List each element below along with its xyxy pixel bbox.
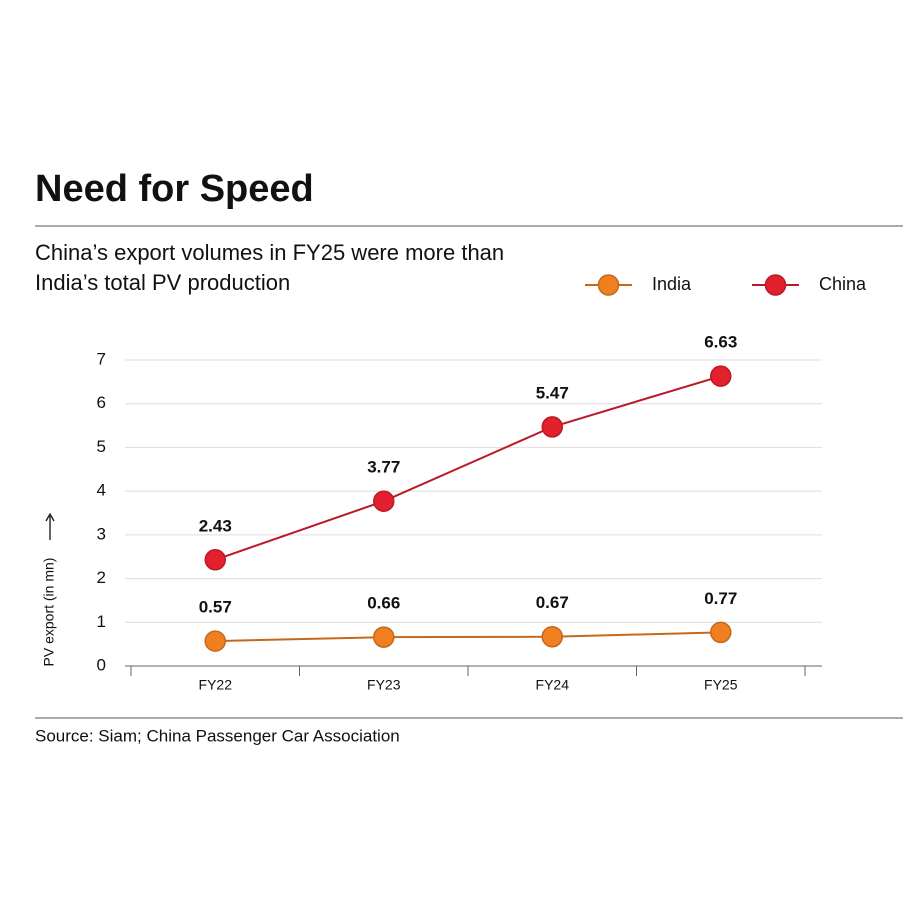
data-point bbox=[541, 416, 563, 438]
legend-label: China bbox=[819, 274, 867, 294]
data-point bbox=[373, 626, 395, 648]
source: Source: Siam; China Passenger Car Associ… bbox=[35, 726, 400, 745]
data-point bbox=[710, 621, 732, 644]
series-line bbox=[214, 375, 722, 561]
y-tick-label: 7 bbox=[97, 349, 106, 368]
data-point bbox=[204, 630, 226, 652]
chart-title: Need for Speed bbox=[35, 168, 314, 210]
data-point bbox=[541, 625, 563, 648]
y-tick-label: 1 bbox=[97, 612, 106, 631]
x-tick-label: FY22 bbox=[199, 677, 233, 693]
legend-label: India bbox=[652, 274, 692, 294]
x-tick-label: FY24 bbox=[536, 677, 570, 693]
data-label: 0.67 bbox=[536, 593, 569, 612]
y-tick-label: 2 bbox=[97, 568, 106, 587]
data-point bbox=[710, 365, 732, 387]
y-axis-arrow bbox=[45, 512, 55, 540]
data-label: 0.57 bbox=[199, 598, 232, 617]
series-line bbox=[215, 631, 721, 643]
y-axis-label: PV export (in mn) bbox=[41, 558, 57, 667]
data-point bbox=[373, 490, 395, 512]
data-point bbox=[204, 549, 226, 571]
data-label: 6.63 bbox=[704, 333, 737, 352]
data-label: 0.77 bbox=[704, 589, 737, 608]
chart-subtitle: China’s export volumes in FY25 were more… bbox=[35, 240, 505, 295]
y-tick-label: 0 bbox=[97, 655, 106, 674]
y-tick-label: 4 bbox=[97, 481, 106, 500]
data-label: 5.47 bbox=[536, 383, 569, 402]
subtitle-box: China’s export volumes in FY25 were more… bbox=[35, 240, 505, 295]
legend-marker bbox=[764, 274, 787, 296]
x-tick-label: FY23 bbox=[367, 677, 401, 693]
y-tick-label: 6 bbox=[97, 393, 106, 412]
y-tick-label: 5 bbox=[97, 437, 106, 456]
y-tick-label: 3 bbox=[97, 524, 106, 543]
data-label: 2.43 bbox=[199, 516, 232, 535]
data-label: 0.66 bbox=[367, 594, 400, 613]
data-label: 3.77 bbox=[367, 458, 400, 477]
legend-marker bbox=[597, 274, 620, 296]
x-tick-label: FY25 bbox=[704, 677, 738, 693]
